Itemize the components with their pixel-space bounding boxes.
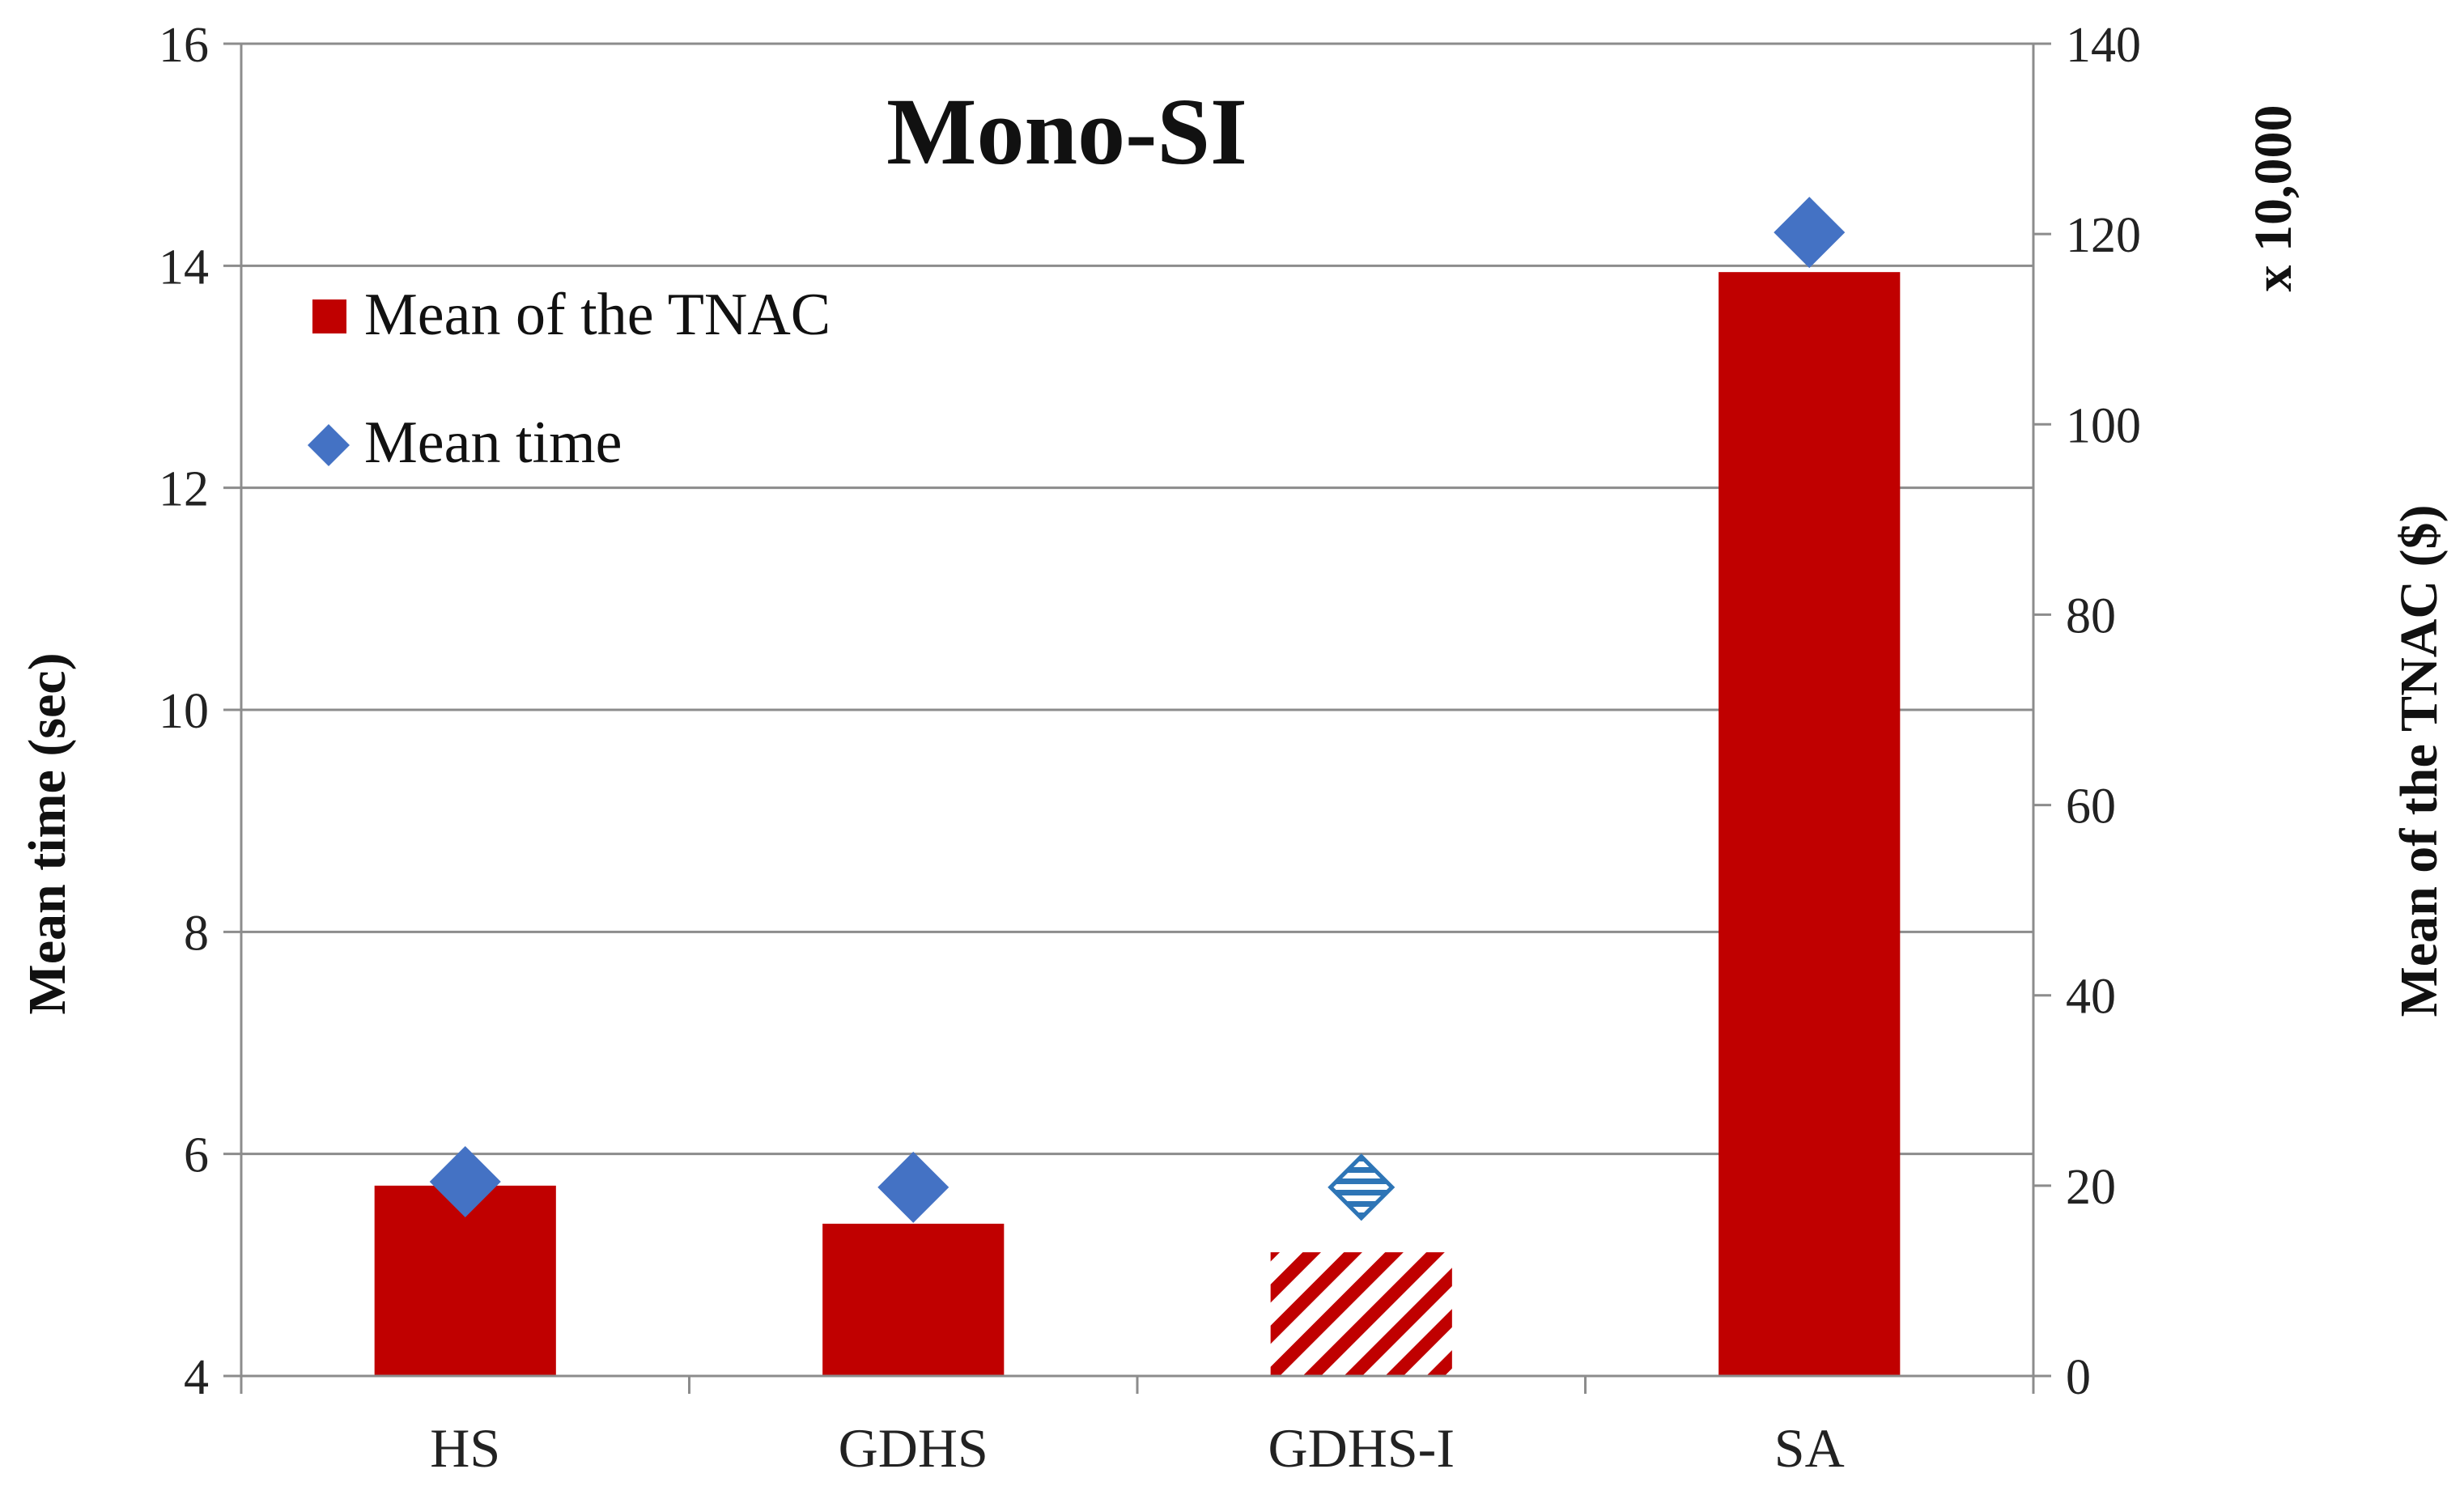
legend-swatch-tnac xyxy=(312,299,346,333)
left-tick-label: 12 xyxy=(159,462,209,517)
legend-label-time: Mean time xyxy=(364,410,622,476)
left-tick-label: 14 xyxy=(159,240,209,295)
marker-hs xyxy=(429,1145,501,1217)
bar-gdhs-i xyxy=(1270,1252,1452,1376)
bar-series xyxy=(374,272,1901,1377)
marker-sa xyxy=(1774,197,1846,269)
left-tick-label: 6 xyxy=(184,1128,209,1183)
legend: Mean of the TNAC Mean time xyxy=(308,282,831,476)
right-tick-label: 40 xyxy=(2066,970,2116,1025)
left-axis-tick-labels: 4 6 8 10 12 14 16 xyxy=(159,18,209,1405)
right-tick-label: 140 xyxy=(2066,18,2141,73)
bar-sa xyxy=(1718,272,1901,1377)
marker-series xyxy=(429,197,1846,1223)
left-tick-label: 8 xyxy=(184,906,209,961)
right-tick-label: 60 xyxy=(2066,779,2116,834)
category-label: GDHS xyxy=(839,1417,988,1479)
chart-title: Mono-SI xyxy=(886,79,1247,185)
axes xyxy=(223,42,2051,1394)
right-tick-label: 100 xyxy=(2066,398,2141,453)
right-tick-label: 0 xyxy=(2066,1350,2091,1405)
bar-hs xyxy=(374,1185,556,1376)
left-tick-label: 4 xyxy=(184,1350,209,1405)
right-axis-tick-labels: 0 20 40 60 80 100 120 140 xyxy=(2066,18,2141,1405)
right-tick-label: 80 xyxy=(2066,588,2116,643)
left-tick-label: 16 xyxy=(159,18,209,73)
right-tick-label: 120 xyxy=(2066,208,2141,263)
left-tick-label: 10 xyxy=(159,684,209,739)
right-tick-label: 20 xyxy=(2066,1160,2116,1215)
category-label: HS xyxy=(430,1417,500,1479)
category-label: GDHS-I xyxy=(1268,1417,1455,1479)
category-label: SA xyxy=(1774,1417,1845,1479)
legend-swatch-time xyxy=(308,424,350,466)
bar-gdhs xyxy=(822,1223,1005,1376)
category-labels: HS GDHS GDHS-I SA xyxy=(430,1417,1844,1479)
right-axis-title: Mean of the TNAC ($) xyxy=(2390,504,2449,1017)
legend-label-tnac: Mean of the TNAC xyxy=(364,282,831,348)
right-axis-multiplier: x 10,000 xyxy=(2244,105,2303,292)
marker-gdhs xyxy=(877,1151,949,1223)
marker-gdhs-i xyxy=(1328,1153,1396,1221)
left-axis-title: Mean time (sec) xyxy=(18,652,77,1014)
